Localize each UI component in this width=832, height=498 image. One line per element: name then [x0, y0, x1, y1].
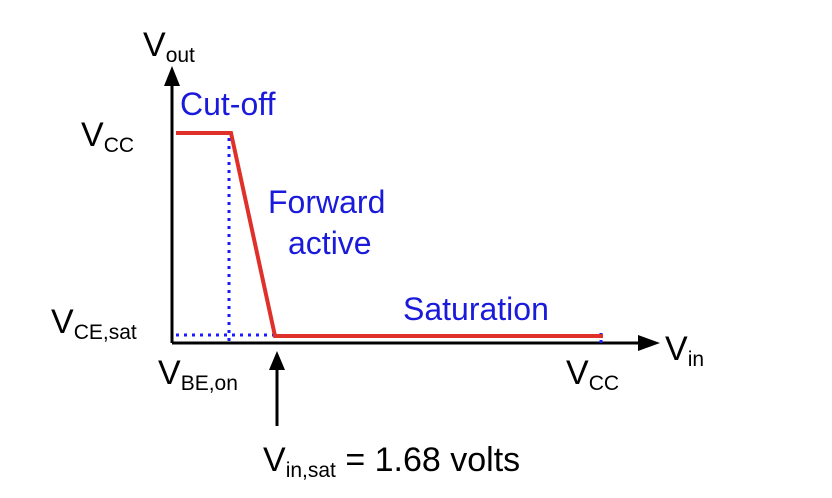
saturation-region-label: Saturation: [403, 291, 549, 327]
x-axis-label: Vin: [665, 330, 704, 371]
forward-active-label-line1: Forward: [268, 184, 385, 220]
vbe-on-tick-label: VBE,on: [158, 354, 238, 395]
vin-sat-annotation: Vin,sat = 1.68 volts: [263, 441, 520, 482]
y-axis-arrowhead-icon: [164, 66, 180, 86]
y-axis-label: Vout: [143, 26, 195, 67]
forward-active-label-line2: active: [288, 225, 372, 261]
arrow-up-icon: [269, 351, 285, 370]
vce-sat-tick-label: VCE,sat: [51, 303, 137, 344]
x-axis-arrowhead-icon: [638, 335, 660, 351]
vcc-x-tick-label: VCC: [566, 354, 619, 395]
vcc-y-tick-label: VCC: [81, 116, 134, 157]
transfer-curve: [176, 131, 603, 338]
cutoff-region-label: Cut-off: [180, 86, 276, 122]
